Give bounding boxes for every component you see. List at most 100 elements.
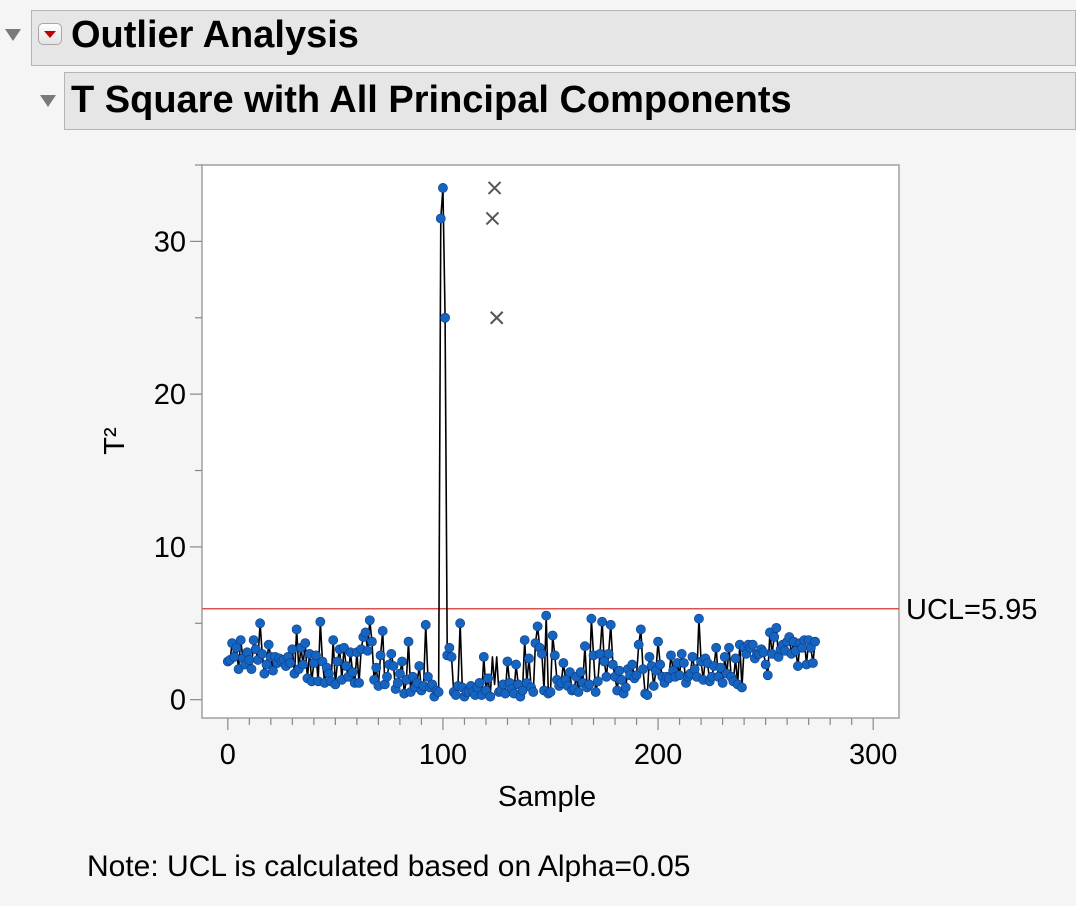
collapse-triangle-t-square[interactable]	[40, 95, 56, 107]
data-point	[455, 618, 466, 629]
data-point	[541, 610, 552, 621]
y-tick-label: 0	[170, 685, 186, 717]
data-point	[558, 658, 569, 668]
data-point	[502, 656, 513, 667]
data-point	[642, 690, 653, 700]
y-tick-label: 10	[154, 532, 186, 564]
data-point	[485, 691, 496, 702]
data-point	[614, 665, 625, 676]
data-point	[592, 676, 603, 687]
data-point	[724, 642, 734, 653]
data-point	[360, 627, 371, 638]
data-point	[694, 613, 704, 624]
data-point	[291, 624, 302, 635]
data-point	[597, 616, 608, 627]
data-point	[259, 668, 270, 679]
data-point	[367, 636, 377, 647]
data-point	[601, 671, 612, 682]
data-point	[519, 635, 530, 645]
data-point	[674, 670, 685, 681]
data-point	[524, 653, 534, 664]
data-point	[810, 636, 821, 647]
data-point	[760, 659, 771, 670]
data-point	[375, 650, 386, 661]
outlier-marker-b	[485, 211, 500, 226]
data-point	[229, 651, 240, 662]
data-point	[635, 624, 646, 635]
data-point	[263, 639, 274, 650]
data-point	[648, 681, 659, 691]
data-point	[711, 642, 722, 653]
data-point	[536, 648, 547, 659]
data-point	[474, 677, 485, 688]
data-point	[584, 679, 595, 690]
outlier-marker-b	[490, 311, 504, 325]
x-tick-label: 0	[220, 739, 236, 771]
outlier-analysis-header	[31, 10, 1076, 66]
data-point	[771, 622, 782, 633]
y-axis-label: T²	[99, 427, 131, 455]
data-point	[414, 661, 425, 671]
data-point	[435, 213, 446, 224]
data-point	[285, 658, 296, 668]
data-point	[627, 659, 638, 670]
data-point	[528, 687, 539, 697]
data-point	[257, 648, 268, 659]
data-point	[687, 651, 698, 662]
data-point	[392, 677, 403, 688]
data-point	[792, 661, 803, 671]
red-triangle-icon	[44, 31, 56, 38]
data-point	[511, 659, 521, 670]
data-point	[719, 651, 730, 662]
data-point	[678, 658, 689, 668]
data-point	[599, 656, 610, 667]
x-tick-label: 100	[419, 739, 467, 771]
data-point	[483, 673, 494, 684]
data-point	[386, 648, 397, 659]
x-tick-label: 200	[634, 739, 682, 771]
data-point	[769, 632, 780, 642]
y-tick-label: 20	[154, 379, 186, 411]
data-point	[444, 642, 455, 653]
data-point	[666, 650, 676, 661]
data-point	[311, 650, 321, 661]
plot-frame	[201, 164, 900, 719]
data-point	[377, 626, 388, 636]
data-point	[446, 651, 457, 662]
ucl-label: UCL=5.95	[906, 594, 1037, 626]
data-point	[653, 636, 663, 647]
series-group	[222, 181, 821, 702]
t-square-title: T Square with All Principal Components	[71, 79, 792, 121]
data-point	[549, 650, 560, 661]
data-point	[573, 687, 584, 697]
data-point	[440, 312, 450, 323]
data-point	[235, 635, 246, 645]
data-point	[605, 619, 616, 630]
data-point	[737, 682, 747, 693]
ucl-group: UCL=5.95	[202, 594, 1037, 626]
data-point	[580, 641, 590, 652]
data-point	[268, 665, 278, 676]
data-point	[347, 667, 358, 678]
data-point	[433, 687, 444, 697]
y-axis: 0 10 20 30	[154, 164, 202, 717]
data-point	[590, 687, 601, 697]
collapse-triangle-outlier-analysis[interactable]	[5, 29, 21, 41]
data-point	[715, 662, 726, 673]
data-point	[341, 661, 352, 671]
t-square-header	[64, 72, 1076, 130]
data-point	[403, 636, 414, 647]
data-point	[328, 635, 339, 645]
data-point	[633, 639, 644, 650]
data-point	[248, 635, 259, 645]
data-point	[287, 644, 298, 655]
outlier-marker-b	[487, 181, 502, 195]
data-point	[244, 655, 255, 665]
outlier-analysis-title: Outlier Analysis	[71, 14, 359, 56]
data-point	[758, 647, 769, 658]
data-point	[450, 690, 461, 700]
data-point	[420, 619, 431, 630]
data-point	[517, 685, 528, 696]
red-triangle-menu-button[interactable]	[38, 23, 62, 45]
